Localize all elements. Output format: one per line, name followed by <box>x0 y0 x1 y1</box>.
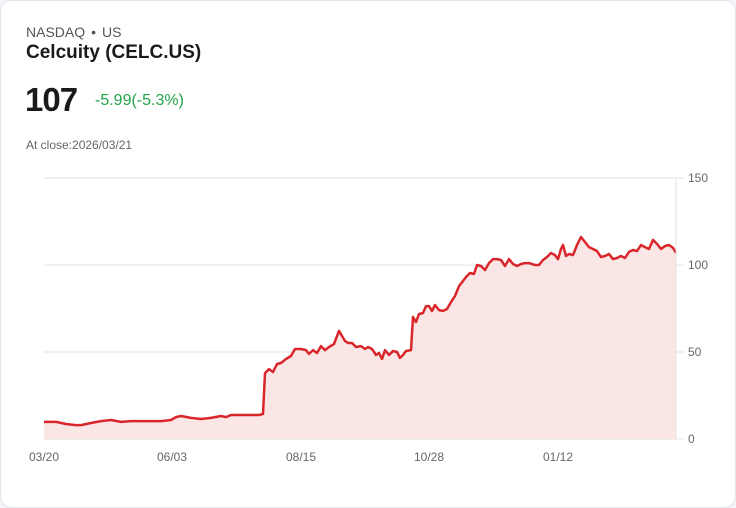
price-area-fill <box>44 237 676 439</box>
x-tick-label: 06/03 <box>157 450 187 464</box>
x-axis-ticks: 03/20 06/03 08/15 10/28 01/12 <box>29 450 573 464</box>
x-tick-label: 03/20 <box>29 450 59 464</box>
y-tick-label: 150 <box>688 171 708 185</box>
price-chart[interactable]: 0 50 100 150 03/20 06/03 08/15 10/28 01/12 <box>1 161 736 471</box>
stock-title: Celcuity (CELC.US) <box>26 42 202 63</box>
x-tick-label: 10/28 <box>414 450 444 464</box>
current-price: 107 <box>25 81 78 118</box>
x-tick-label: 01/12 <box>543 450 573 464</box>
y-tick-label: 50 <box>688 345 702 359</box>
y-axis-ticks: 0 50 100 150 <box>688 171 708 446</box>
country-label: US <box>102 24 122 40</box>
y-tick-label: 100 <box>688 258 708 272</box>
price-line <box>44 235 678 427</box>
exchange-name: NASDAQ <box>26 24 86 40</box>
separator-dot: • <box>91 24 97 40</box>
x-tick-label: 08/15 <box>286 450 316 464</box>
price-change: -5.99(-5.3%) <box>95 92 184 109</box>
close-timestamp: At close:2026/03/21 <box>26 138 133 152</box>
y-tick-label: 0 <box>688 432 695 446</box>
exchange-line: NASDAQ • US <box>26 24 121 40</box>
